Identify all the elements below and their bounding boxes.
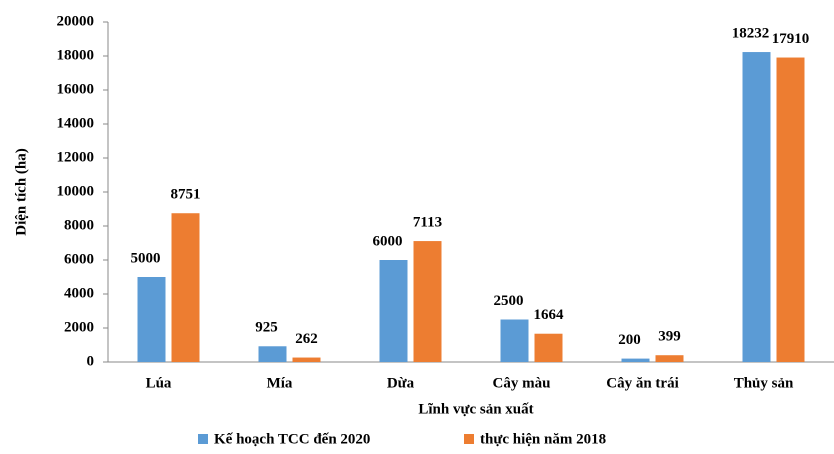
legend-swatch bbox=[198, 434, 208, 444]
y-tick-label: 12000 bbox=[57, 149, 95, 165]
y-tick-label: 14000 bbox=[57, 115, 95, 131]
x-tick-label: Dừa bbox=[387, 375, 415, 391]
bar bbox=[500, 319, 529, 362]
value-label: 5000 bbox=[131, 250, 161, 266]
y-tick-label: 10000 bbox=[57, 183, 95, 199]
y-axis-title: Diện tích (ha) bbox=[13, 148, 29, 236]
value-label: 17910 bbox=[772, 31, 810, 47]
x-tick-label: Cây màu bbox=[493, 375, 551, 391]
value-label: 18232 bbox=[732, 25, 770, 41]
y-tick-label: 20000 bbox=[57, 13, 95, 29]
value-label: 7113 bbox=[413, 215, 442, 231]
value-label: 2500 bbox=[494, 293, 524, 309]
legend-label: thực hiện năm 2018 bbox=[480, 431, 606, 447]
x-tick-label: Cây ăn trái bbox=[606, 375, 679, 391]
bar bbox=[379, 260, 408, 362]
y-tick-label: 18000 bbox=[57, 47, 95, 63]
bar bbox=[621, 358, 650, 362]
bar bbox=[171, 213, 200, 362]
value-label: 925 bbox=[255, 320, 278, 336]
bar bbox=[655, 355, 684, 362]
legend-swatch bbox=[464, 434, 474, 444]
bar bbox=[137, 277, 166, 362]
x-tick-label: Mía bbox=[267, 375, 293, 391]
value-label: 6000 bbox=[373, 233, 403, 249]
x-axis-title: Lĩnh vực sản xuất bbox=[418, 401, 533, 417]
value-label: 1664 bbox=[534, 307, 565, 323]
bar bbox=[776, 57, 805, 362]
bar bbox=[258, 346, 287, 362]
y-tick-label: 4000 bbox=[64, 285, 94, 301]
x-tick-label: Thủy sản bbox=[734, 375, 794, 391]
bar bbox=[742, 52, 771, 362]
legend-label: Kế hoạch TCC đến 2020 bbox=[214, 431, 370, 447]
bar bbox=[292, 357, 321, 362]
y-tick-label: 2000 bbox=[64, 319, 94, 335]
y-tick-label: 8000 bbox=[64, 217, 94, 233]
value-label: 8751 bbox=[171, 187, 201, 203]
bar bbox=[413, 241, 442, 362]
y-tick-label: 0 bbox=[87, 353, 95, 369]
x-tick-label: Lúa bbox=[146, 375, 172, 391]
value-label: 399 bbox=[658, 329, 681, 345]
value-label: 200 bbox=[618, 332, 641, 348]
y-tick-label: 6000 bbox=[64, 251, 94, 267]
y-tick-label: 16000 bbox=[57, 81, 95, 97]
value-label: 262 bbox=[295, 331, 318, 347]
bar bbox=[534, 333, 563, 362]
